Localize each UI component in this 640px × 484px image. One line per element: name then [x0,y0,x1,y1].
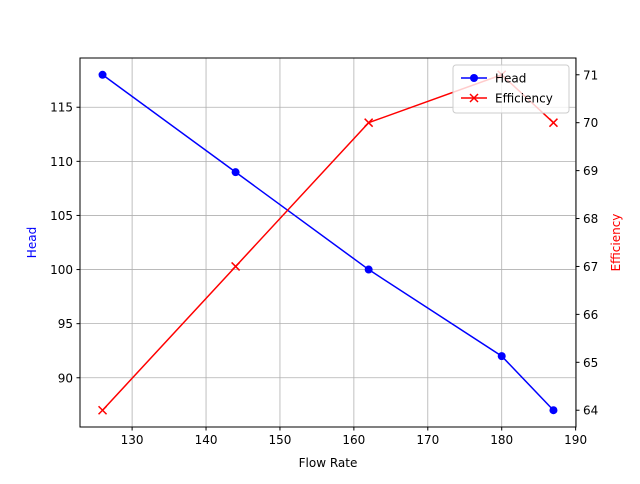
y-axis-label: Head [25,227,39,258]
y-tick-label: 100 [50,263,73,277]
x-axis-label: Flow Rate [299,456,358,470]
marker [497,352,506,361]
marker [548,118,558,128]
marker [549,406,558,415]
legend-label: Efficiency [495,92,553,106]
x-tick-label: 190 [564,433,587,447]
y2-tick-label: 66 [583,308,598,322]
legend-marker [469,93,479,103]
y-tick-label: 110 [50,155,73,169]
marker [98,405,108,415]
x-tick-label: 160 [342,433,365,447]
legend-marker [470,74,478,82]
x-tick-label: 150 [268,433,291,447]
y2-tick-label: 69 [583,164,598,178]
y2-tick-label: 71 [583,68,598,82]
y2-tick-label: 67 [583,260,598,274]
y-tick-label: 115 [50,101,73,115]
marker [364,265,373,274]
marker [98,70,107,79]
axes-frame [79,57,577,428]
y2-tick-label: 68 [583,212,598,226]
legend-box [452,64,570,114]
x-tick-label: 140 [195,433,218,447]
x-tick-label: 180 [490,433,513,447]
y2-tick-label: 64 [583,404,598,418]
marker [364,118,374,128]
x-tick-label: 130 [121,433,144,447]
marker [231,261,241,271]
y2-tick-label: 65 [583,356,598,370]
y-tick-label: 90 [58,371,73,385]
marker [231,168,240,177]
y-tick-label: 95 [58,317,73,331]
x-tick-label: 170 [416,433,439,447]
y2-tick-label: 70 [583,116,598,130]
y2-axis-label: Efficiency [609,214,623,272]
legend-label: Head [495,72,526,86]
y-tick-label: 105 [50,209,73,223]
